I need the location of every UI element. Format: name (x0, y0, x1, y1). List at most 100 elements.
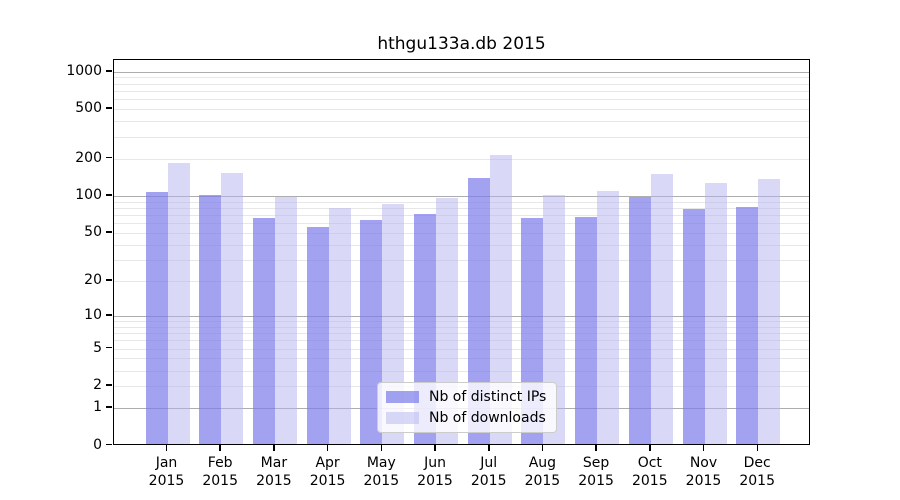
x-tick-mark (649, 445, 651, 451)
y-tick-label: 0 (93, 436, 102, 453)
x-tick-mark (488, 445, 490, 451)
bar-oct-downloads (650, 173, 673, 444)
bar-jan-distinct-ips (145, 192, 168, 444)
minor-gridline (114, 232, 809, 234)
x-tick-label-may: May 2015 (363, 455, 400, 489)
minor-gridline (114, 83, 809, 85)
x-tick-label-jan: Jan 2015 (148, 455, 185, 489)
y-tick-mark (106, 194, 112, 196)
bar-feb-downloads (221, 173, 244, 444)
minor-gridline (114, 158, 809, 160)
y-tick-label: 500 (75, 100, 102, 117)
x-tick-mark (380, 445, 383, 451)
minor-gridline (114, 223, 809, 225)
bar-nov-distinct-ips (682, 208, 705, 444)
major-gridline (114, 71, 809, 73)
x-tick-label-aug: Aug 2015 (524, 455, 561, 489)
bar-jan-downloads (167, 163, 190, 444)
bar-apr-distinct-ips (306, 226, 329, 444)
y-tick-label: 200 (75, 149, 102, 166)
y-tick-mark (106, 406, 112, 408)
bar-mar-downloads (274, 196, 297, 444)
minor-gridline (114, 333, 809, 334)
y-tick-label: 1 (93, 399, 102, 415)
y-tick-mark (106, 70, 112, 72)
x-tick-label-sep: Sep 2015 (578, 455, 614, 489)
minor-gridline (114, 244, 809, 246)
x-tick-mark (541, 445, 544, 451)
minor-gridline (114, 358, 809, 360)
y-tick-label: 20 (84, 271, 102, 288)
x-tick-label-jul: Jul 2015 (470, 455, 507, 489)
bar-dec-downloads (758, 178, 781, 444)
y-tick-mark (106, 231, 112, 233)
minor-gridline (114, 320, 809, 322)
y-tick-mark (106, 314, 112, 316)
major-gridline (114, 315, 809, 317)
minor-gridline (114, 348, 809, 350)
minor-gridline (114, 99, 809, 101)
bar-jul-downloads (489, 155, 512, 444)
bar-sep-downloads (597, 190, 620, 444)
x-tick-mark (702, 445, 705, 451)
y-tick-mark (106, 443, 112, 446)
x-tick-label-apr: Apr 2015 (309, 455, 346, 489)
minor-gridline (114, 91, 809, 92)
minor-gridline (114, 280, 809, 282)
y-tick-label: 5 (93, 339, 102, 356)
x-tick-label-jun: Jun 2015 (417, 455, 453, 489)
bar-oct-distinct-ips (628, 196, 651, 444)
bar-apr-downloads (328, 208, 351, 444)
legend: Nb of distinct IPs Nb of downloads (377, 382, 558, 433)
bar-dec-distinct-ips (736, 207, 759, 444)
y-tick-label: 10 (84, 306, 102, 323)
x-tick-label-mar: Mar 2015 (256, 455, 292, 489)
y-tick-label: 50 (84, 223, 102, 240)
legend-swatch-downloads (386, 412, 419, 424)
legend-swatch-distinct-ips (386, 391, 419, 403)
y-tick-label: 100 (75, 186, 102, 203)
minor-gridline (114, 77, 809, 79)
x-tick-label-nov: Nov 2015 (685, 455, 722, 489)
x-tick-label-feb: Feb 2015 (202, 455, 238, 489)
x-tick-mark (595, 445, 597, 451)
minor-gridline (114, 326, 809, 328)
minor-gridline (114, 259, 809, 261)
legend-row: Nb of distinct IPs (386, 389, 546, 405)
bar-nov-downloads (704, 183, 727, 444)
bar-mar-distinct-ips (252, 217, 275, 444)
chart-title: hthgu133a.db 2015 (377, 34, 546, 54)
y-tick-mark (106, 346, 112, 349)
y-tick-label: 1000 (66, 62, 102, 79)
y-tick-mark (106, 279, 112, 281)
minor-gridline (114, 201, 809, 203)
x-tick-mark (756, 445, 758, 451)
y-tick-mark (106, 384, 112, 386)
y-tick-mark (106, 107, 112, 109)
minor-gridline (114, 214, 809, 216)
legend-label: Nb of downloads (429, 410, 546, 426)
plot-area: Nb of distinct IPs Nb of downloads (113, 59, 810, 445)
legend-label: Nb of distinct IPs (429, 389, 547, 405)
minor-gridline (114, 207, 809, 209)
x-tick-mark (219, 445, 221, 451)
x-tick-mark (434, 445, 436, 451)
minor-gridline (114, 109, 809, 111)
minor-gridline (114, 121, 809, 123)
bar-aug-downloads (543, 194, 566, 444)
y-tick-mark (106, 156, 112, 159)
minor-gridline (114, 136, 809, 138)
bar-sep-distinct-ips (575, 217, 598, 444)
x-tick-label-oct: Oct 2015 (631, 455, 668, 489)
bar-jul-distinct-ips (467, 178, 490, 444)
legend-row: Nb of downloads (386, 410, 546, 426)
x-tick-mark (326, 445, 329, 451)
minor-gridline (114, 340, 809, 342)
x-tick-mark (273, 445, 275, 451)
y-tick-label: 2 (93, 377, 102, 394)
bar-may-distinct-ips (360, 219, 383, 444)
major-gridline (114, 195, 809, 197)
x-tick-mark (165, 445, 168, 451)
minor-gridline (114, 370, 809, 372)
